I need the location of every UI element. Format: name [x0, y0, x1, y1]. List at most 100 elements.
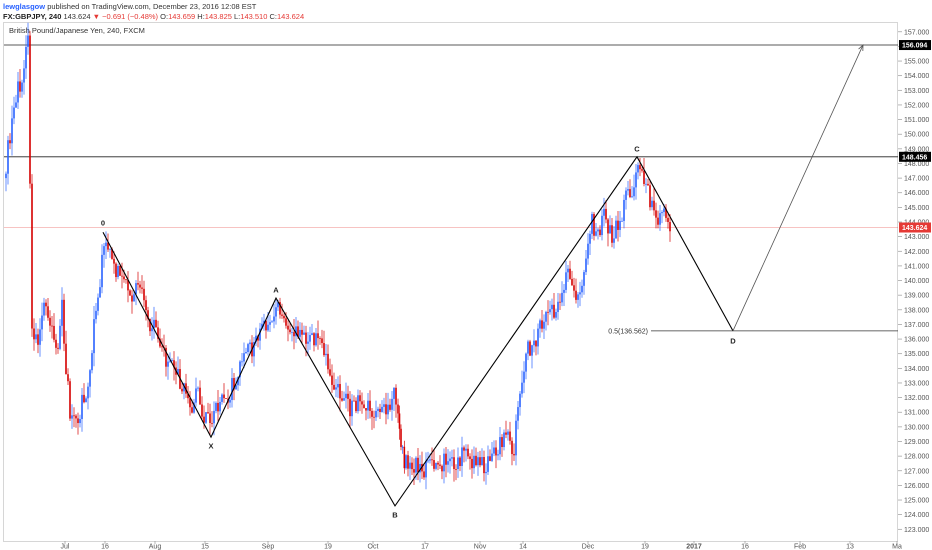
low-value: 143.510 [240, 12, 268, 21]
candle-body [595, 231, 597, 236]
price-tag-box [899, 222, 931, 233]
candle-body [281, 314, 283, 316]
candle-body [147, 310, 149, 319]
candle-body [333, 384, 335, 390]
candle-body [535, 340, 537, 347]
y-tick-label: 146.000 [904, 190, 929, 197]
candle-body [549, 309, 551, 313]
open-value: 143.659 [168, 12, 196, 21]
candle-body [297, 326, 299, 337]
candle-body [193, 402, 195, 413]
candle-body [259, 328, 261, 341]
candle-body [37, 334, 39, 345]
candle-body [467, 448, 469, 457]
x-tick-label: 13 [846, 544, 854, 550]
candle-body [367, 400, 369, 411]
candle-body [17, 81, 19, 103]
candle-body [267, 324, 269, 331]
candle-body [625, 190, 627, 200]
candle-body [271, 321, 273, 323]
candle-body [43, 302, 45, 316]
candle-body [249, 342, 251, 345]
candle-body [329, 369, 331, 376]
candle-body [429, 459, 431, 461]
candle-body [355, 400, 357, 412]
y-tick-label: 151.000 [904, 117, 929, 124]
candle-body [513, 454, 515, 456]
candle-body [273, 316, 275, 322]
candle-body [447, 461, 449, 465]
candle-body [575, 290, 577, 300]
candle-body [539, 320, 541, 329]
candle-body [247, 344, 249, 353]
candle-body [323, 343, 325, 356]
candle-body [71, 415, 73, 419]
candle-body [321, 338, 323, 344]
candle-body [577, 294, 579, 300]
candle-body [109, 248, 111, 250]
candle-body [409, 462, 411, 469]
candle-body [239, 361, 241, 378]
candle-body [531, 345, 533, 356]
candle-body [93, 319, 95, 354]
candle-body [363, 404, 365, 409]
candle-body [289, 329, 291, 333]
candle-body [253, 341, 255, 357]
candle-body [41, 315, 43, 330]
candle-body [473, 455, 475, 469]
candle-body [487, 456, 489, 472]
candle-body [619, 220, 621, 230]
candle-body [327, 353, 329, 370]
candle-body [223, 394, 225, 399]
candle-body [641, 169, 643, 171]
candle-body [563, 289, 565, 293]
candle-body [537, 328, 539, 347]
candle-body [143, 288, 145, 301]
candle-body [123, 276, 125, 280]
candle-body [77, 418, 79, 424]
candle-body [177, 369, 179, 375]
candle-body [309, 334, 311, 342]
candle-body [189, 398, 191, 408]
candle-body [471, 458, 473, 469]
x-tick-label: Oct [368, 544, 379, 550]
symbol-label: FX:GBPJPY, 240 [3, 12, 62, 21]
candle-body [111, 248, 113, 259]
candle-body [489, 456, 491, 461]
author-link[interactable]: lewglasgow [3, 2, 46, 11]
candle-body [573, 285, 575, 291]
candle-body [571, 278, 573, 286]
high-label: H: [197, 12, 205, 21]
candle-body [115, 263, 117, 278]
candle-body [255, 335, 257, 342]
candle-body [357, 395, 359, 412]
candle-body [561, 292, 563, 303]
candle-body [617, 220, 619, 230]
candle-body [55, 339, 57, 348]
candle-body [265, 320, 267, 331]
y-tick-label: 126.000 [904, 483, 929, 490]
fib-level-label: 0.5(136.562) [608, 328, 648, 335]
candle-body [551, 304, 553, 310]
pattern-point-label: D [730, 336, 736, 345]
low-label: L: [234, 12, 241, 21]
candle-body [197, 387, 199, 389]
y-tick-label: 135.000 [904, 351, 929, 358]
candle-body [139, 284, 141, 288]
candle-body [125, 279, 127, 281]
candle-body [183, 383, 185, 392]
candle-body [97, 297, 99, 311]
candle-body [601, 215, 603, 236]
candle-body [361, 401, 363, 405]
candle-body [47, 306, 49, 318]
pattern-point-label: C [634, 144, 640, 153]
y-tick-label: 139.000 [904, 293, 929, 300]
candle-body [613, 238, 615, 243]
candle-body [229, 400, 231, 403]
candle-body [337, 383, 339, 388]
y-tick-label: 140.000 [904, 278, 929, 285]
candle-body [627, 189, 629, 191]
candle-body [605, 208, 607, 220]
candle-body [505, 432, 507, 435]
